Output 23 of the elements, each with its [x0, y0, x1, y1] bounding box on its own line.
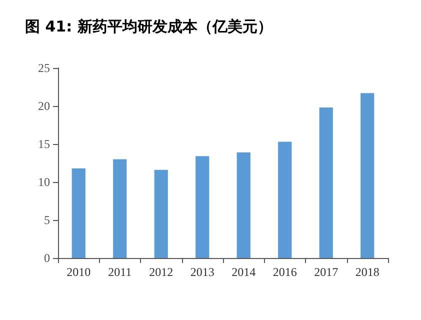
- x-tick-label: 2014: [232, 265, 256, 279]
- y-tick-label: 15: [38, 137, 50, 151]
- bar: [319, 108, 333, 258]
- x-tick-label: 2016: [272, 265, 297, 279]
- y-tick-label: 10: [38, 175, 50, 189]
- bar: [113, 159, 127, 258]
- bar: [72, 168, 86, 258]
- bar: [196, 156, 210, 258]
- x-tick-label: 2011: [108, 265, 132, 279]
- bar: [236, 152, 250, 258]
- y-tick-label: 0: [44, 251, 50, 265]
- y-tick-label: 25: [38, 61, 50, 75]
- y-tick-label: 5: [44, 213, 50, 227]
- x-tick-label: 2012: [149, 265, 174, 279]
- x-tick-label: 2010: [66, 265, 91, 279]
- bar: [154, 170, 168, 258]
- y-tick-label: 20: [38, 99, 50, 113]
- x-tick-label: 2018: [355, 265, 380, 279]
- x-tick-label: 2017: [314, 265, 338, 279]
- chart-title: 图 41: 新药平均研发成本（亿美元）: [25, 18, 272, 36]
- x-tick-label: 2013: [190, 265, 214, 279]
- bar: [360, 93, 374, 258]
- bar: [278, 142, 292, 258]
